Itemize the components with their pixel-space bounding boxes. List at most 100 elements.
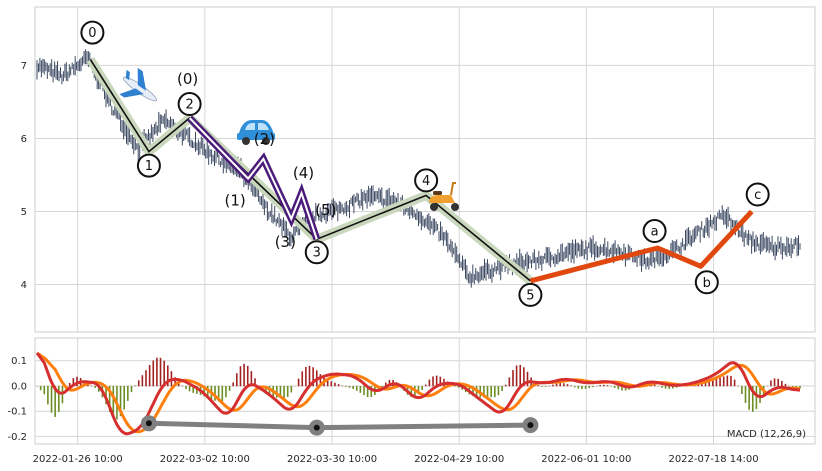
macd-histogram-bar — [348, 385, 351, 388]
macd-histogram-bar — [722, 376, 725, 387]
main-wave-line — [89, 59, 531, 282]
macd-histogram-bar — [537, 385, 540, 387]
sub-wave-label: (1) — [224, 192, 245, 210]
macd-histogram-bar — [566, 384, 569, 387]
macd-y-tick-label: -0.1 — [7, 407, 27, 418]
macd-histogram-bar — [497, 385, 500, 396]
macd-histogram-bar — [43, 385, 46, 395]
x-tick-labels: 2022-01-26 10:00 2022-03-02 10:00 2022-03-… — [33, 454, 759, 465]
macd-histogram-bar — [715, 378, 718, 387]
correction-wave-marker — [642, 219, 667, 244]
macd-histogram-bar — [108, 385, 111, 413]
macd-histogram-bar — [563, 383, 565, 387]
macd-histogram-bar — [494, 385, 496, 398]
airplane-icon — [119, 67, 157, 102]
macd-histogram-bar — [559, 383, 561, 387]
macd-histogram-bar — [385, 382, 387, 387]
macd-histogram-bar — [370, 385, 373, 397]
macd-histogram-bar — [254, 378, 256, 387]
macd-divergence-point-center — [313, 424, 320, 431]
macd-histogram-bar — [203, 385, 205, 397]
macd-histogram-bar — [381, 385, 383, 388]
macd-histogram-bar — [130, 385, 133, 393]
macd-lines — [35, 351, 801, 436]
macd-histogram-bar — [653, 384, 656, 387]
macd-histogram-bar — [94, 385, 96, 388]
macd-histogram-bar — [610, 385, 612, 387]
x-tick-label: 2022-01-26 10:00 — [33, 454, 123, 465]
macd-histogram-bar — [719, 377, 721, 387]
main-wave-label: 0 — [88, 26, 96, 41]
macd-histogram-bar — [428, 379, 431, 387]
macd-histogram-bar — [268, 385, 271, 396]
macd-histogram-bar — [490, 385, 492, 398]
macd-histogram-bar — [603, 384, 605, 387]
macd-histogram-bar — [148, 364, 151, 387]
main-wave-marker — [414, 168, 439, 193]
macd-histogram-bar — [617, 385, 620, 390]
macd-histogram-bar — [90, 385, 93, 387]
macd-histogram-bar — [704, 381, 707, 387]
macd-histogram-bar — [773, 378, 776, 387]
macd-histogram-bar — [265, 385, 267, 394]
macd-histogram-bar — [799, 385, 801, 389]
macd-histogram-bar — [555, 383, 558, 387]
macd-histogram-bar — [417, 385, 420, 395]
macd-histogram-bar — [588, 385, 591, 389]
macd-histogram-bar — [541, 385, 543, 387]
macd-divergence-point-center — [145, 420, 152, 427]
macd-histogram-bar — [675, 385, 678, 388]
macd-histogram-bar — [519, 364, 522, 387]
main-wave-label: 2 — [185, 98, 193, 113]
macd-histogram-bar — [570, 385, 572, 387]
macd-histogram-bar — [730, 375, 732, 387]
macd-histogram-bar — [592, 385, 594, 388]
macd-histogram-bar — [225, 385, 227, 398]
correction-wave-label: a — [651, 225, 659, 240]
correction-wave-label: b — [703, 276, 711, 291]
correction-wave-marker — [694, 270, 719, 295]
sub-wave-inner — [188, 117, 318, 240]
macd-histogram-bar — [305, 366, 307, 387]
macd-histogram-bar — [163, 360, 165, 387]
macd-histogram-bar — [297, 378, 300, 387]
macd-panel: -0.2 -0.1 0.0 0.1 MACD (12,26,9) — [7, 337, 816, 445]
macd-y-tick-label: 0.1 — [11, 356, 27, 367]
main-wave-marker — [177, 92, 202, 117]
price-line — [36, 49, 801, 288]
wave-overlays — [86, 57, 754, 285]
macd-histogram-bar — [214, 385, 216, 401]
macd-histogram-bar — [788, 385, 790, 387]
x-tick-label: 2022-07-18 14:00 — [668, 454, 758, 465]
sub-wave-label: (2) — [254, 130, 275, 148]
macd-histogram-bar — [737, 385, 740, 387]
macd-y-tick-label: -0.2 — [7, 432, 27, 443]
macd-histogram-bar — [363, 385, 365, 396]
macd-histogram-bar — [206, 385, 209, 398]
scooter-icon — [429, 182, 459, 211]
macd-histogram-bar — [47, 385, 49, 405]
macd-histogram-bar — [239, 366, 242, 387]
price-panel: 4 5 6 7 0 1 2 3 4 5 (0) (1) (2) (3) (4) (5) a b c — [21, 6, 816, 333]
macd-histogram-bar — [548, 385, 551, 387]
macd-histogram-bar — [388, 379, 391, 387]
macd-histogram-bar — [624, 385, 627, 391]
macd-histogram-bar — [228, 385, 231, 391]
macd-legend-label: MACD (12,26,9) — [727, 429, 806, 440]
macd-histogram-bar — [177, 381, 180, 387]
macd-histogram-bar — [39, 385, 42, 391]
price-y-tick-labels: 4 5 6 7 — [21, 61, 27, 291]
macd-histogram-bar — [733, 379, 736, 387]
main-wave-label: 4 — [422, 174, 430, 189]
macd-histogram-bar — [279, 385, 282, 399]
x-tick-label: 2022-03-30 10:00 — [287, 454, 377, 465]
main-wave-marker — [304, 240, 329, 265]
main-wave-label: 3 — [313, 246, 321, 261]
macd-histogram-bar — [672, 385, 674, 389]
macd-histogram-bar — [726, 375, 729, 387]
price-y-tick-label: 7 — [21, 61, 27, 72]
macd-histogram-bar — [748, 385, 750, 410]
macd-histogram-bar — [359, 385, 362, 393]
macd-histogram-bar — [599, 385, 601, 387]
